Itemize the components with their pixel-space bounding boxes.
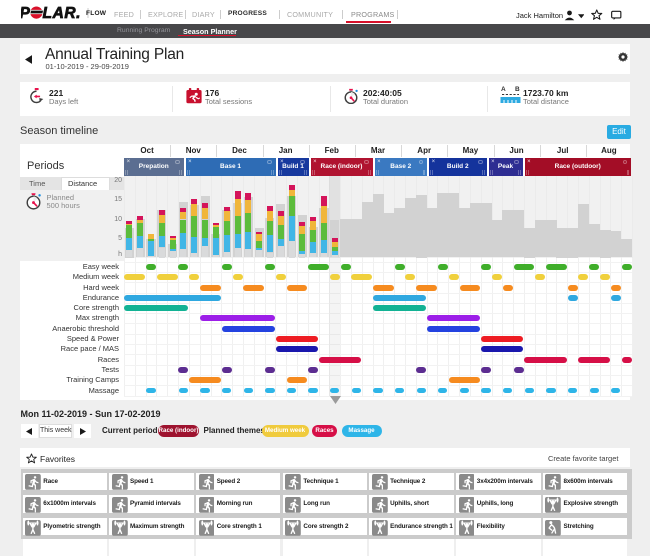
svg-text:LAR.: LAR. (43, 6, 82, 19)
svg-text:P: P (21, 6, 31, 19)
